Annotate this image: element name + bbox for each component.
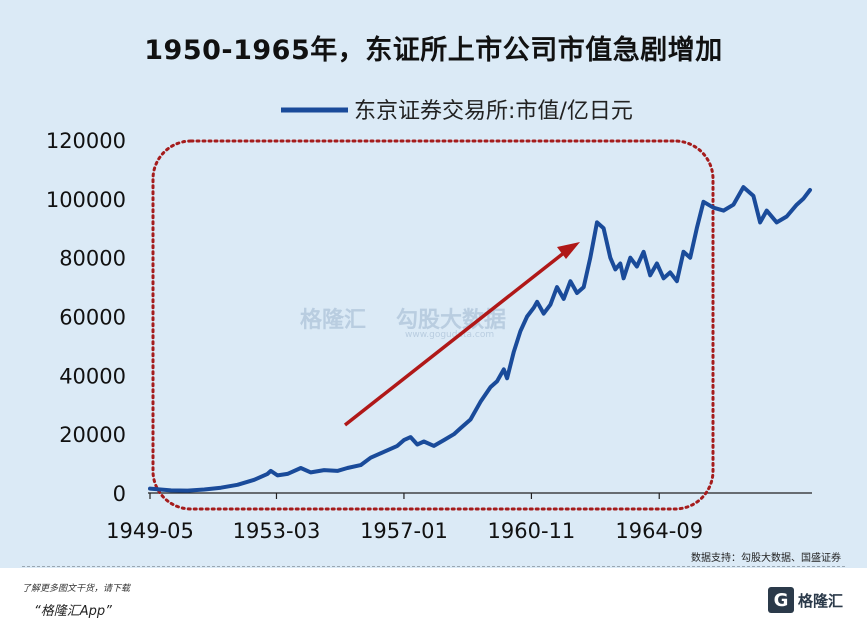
trend-arrow-line <box>343 250 567 427</box>
trend-arrow-head <box>557 242 580 259</box>
y-tick-label: 80000 <box>59 247 126 271</box>
data-source-note: 数据支持：勾股大数据、国盛证券 <box>691 553 841 564</box>
watermark-brand: 格隆汇 <box>300 308 367 333</box>
x-tick-label: 1964-09 <box>615 519 703 543</box>
y-tick-label: 0 <box>113 482 126 506</box>
series-line <box>148 185 812 493</box>
highlight-box <box>151 139 715 511</box>
logo-g-icon: G <box>767 587 794 613</box>
x-tick-label: 1953-03 <box>233 519 321 543</box>
y-tick-label: 20000 <box>59 423 126 447</box>
x-tick-label: 1949-05 <box>106 519 194 543</box>
y-tick-label: 40000 <box>59 364 126 388</box>
line-chart: 0 20000 40000 60000 80000 100000 120000 1949-05… <box>46 99 812 543</box>
watermark-domain: www.gogudata.com <box>405 330 495 340</box>
x-tick-label: 1960-11 <box>488 519 576 543</box>
logo-text: 格隆汇 <box>797 591 843 610</box>
y-tick-label: 120000 <box>46 129 126 153</box>
chart-title: 1950-1965年，东证所上市公司市值急剧增加 <box>144 35 723 66</box>
footer-divider <box>22 566 845 567</box>
x-tick-label: 1957-01 <box>360 519 448 543</box>
legend-label: 东京证券交易所:市值/亿日元 <box>354 99 633 124</box>
footer-app-name: “格隆汇App” <box>34 604 112 619</box>
brand-logo: G 格隆汇 <box>767 587 843 613</box>
footer-download-text: 了解更多图文干货，请下载 <box>22 584 131 594</box>
chart-card <box>0 0 867 568</box>
y-tick-label: 60000 <box>59 306 126 330</box>
y-tick-label: 100000 <box>46 188 126 212</box>
